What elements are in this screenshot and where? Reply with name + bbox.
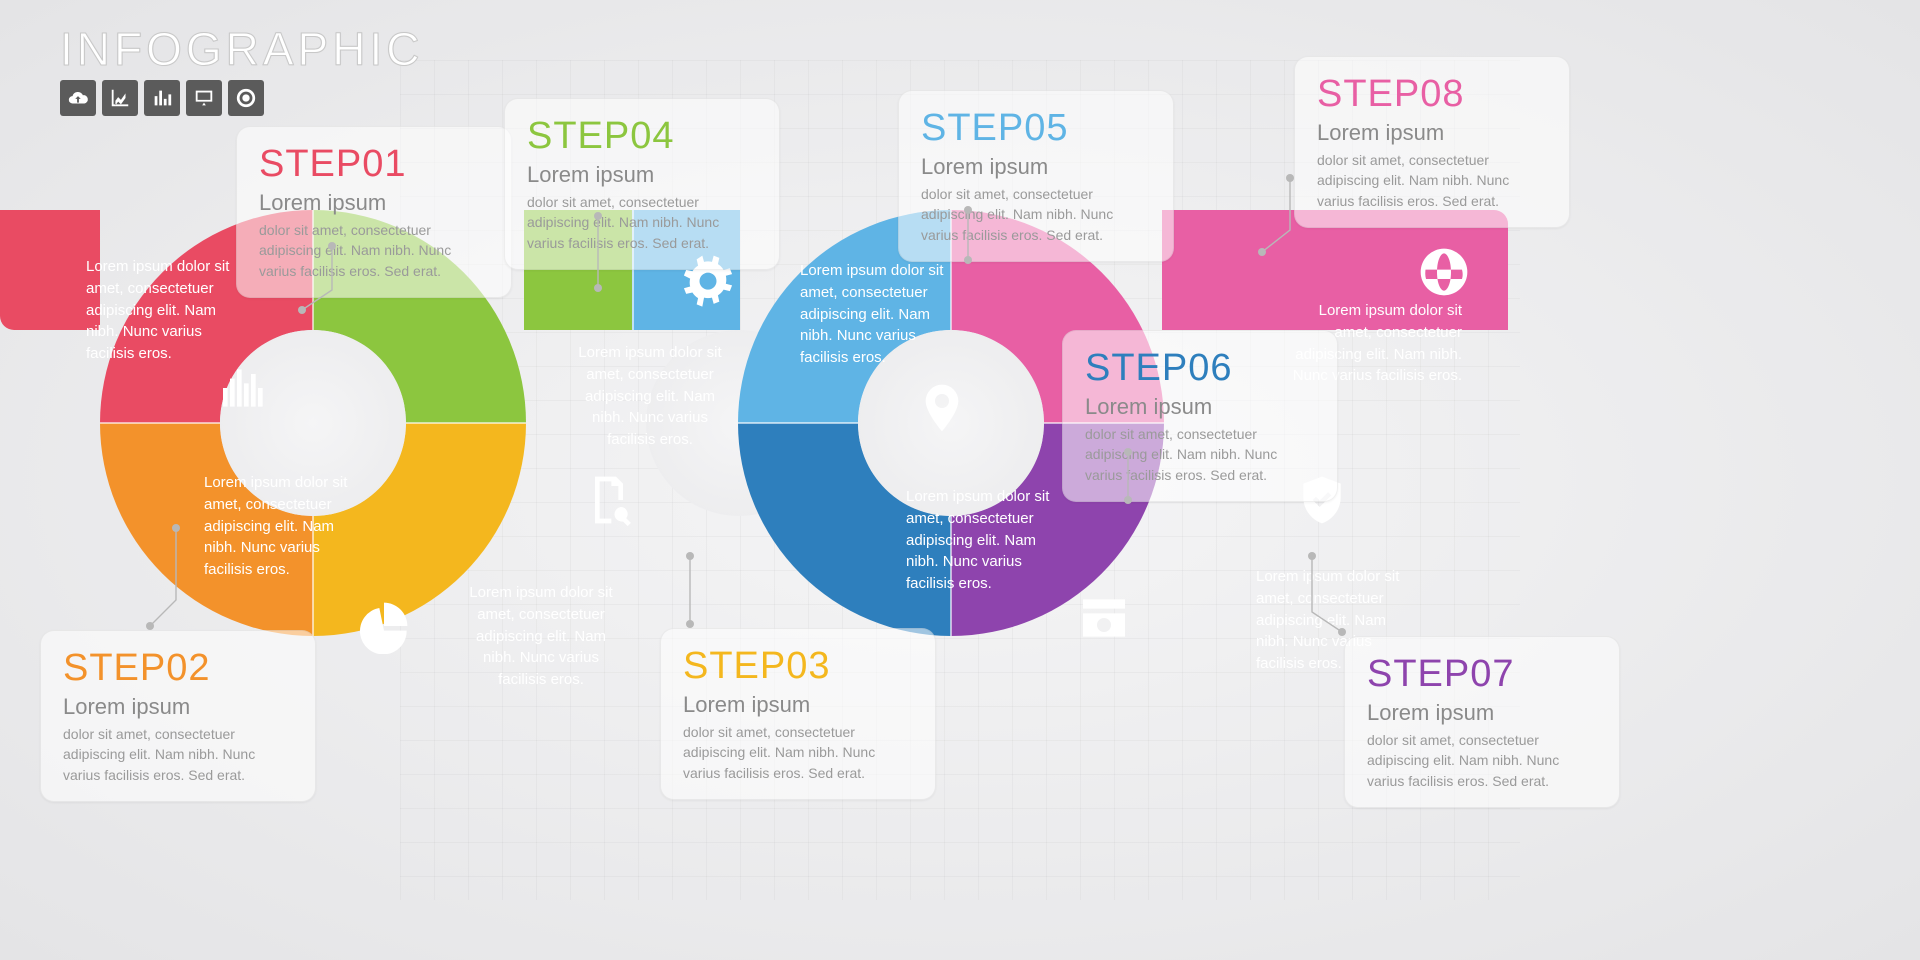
ribbon-step04: Lorem ipsum dolor sit amet, consectetuer… xyxy=(570,342,730,451)
callout-step01: STEP01 Lorem ipsum dolor sit amet, conse… xyxy=(236,126,512,298)
bar-chart-icon xyxy=(144,80,180,116)
step-label: STEP06 xyxy=(1085,347,1315,390)
ribbon-step05: Lorem ipsum dolor sit amet, consectetuer… xyxy=(800,260,960,369)
callout-step08: STEP08 Lorem ipsum dolor sit amet, conse… xyxy=(1294,56,1570,228)
callout-step05: STEP05 Lorem ipsum dolor sit amet, conse… xyxy=(898,90,1174,262)
callout-step06: STEP06 Lorem ipsum dolor sit amet, conse… xyxy=(1062,330,1338,502)
step-body: dolor sit amet, consectetuer adipiscing … xyxy=(259,220,489,281)
callout-step02: STEP02 Lorem ipsum dolor sit amet, conse… xyxy=(40,630,316,802)
ribbon-step03: Lorem ipsum dolor sit amet, consectetuer… xyxy=(466,582,616,691)
step-body: dolor sit amet, consectetuer adipiscing … xyxy=(1317,150,1547,211)
step-subtitle: Lorem ipsum xyxy=(527,162,757,188)
step-label: STEP07 xyxy=(1367,653,1597,696)
globe-icon xyxy=(1416,244,1472,300)
step-label: STEP02 xyxy=(63,647,293,690)
step-subtitle: Lorem ipsum xyxy=(259,190,489,216)
page-title: INFOGRAPHIC xyxy=(60,22,423,76)
pie-icon xyxy=(356,598,412,654)
step-body: dolor sit amet, consectetuer adipiscing … xyxy=(683,722,913,783)
cloud-upload-icon xyxy=(60,80,96,116)
doc-search-icon xyxy=(581,472,637,528)
step-label: STEP03 xyxy=(683,645,913,688)
step-subtitle: Lorem ipsum xyxy=(1085,394,1315,420)
step-body: dolor sit amet, consectetuer adipiscing … xyxy=(1367,730,1597,791)
step-subtitle: Lorem ipsum xyxy=(921,154,1151,180)
step-body: dolor sit amet, consectetuer adipiscing … xyxy=(63,724,293,785)
callout-step03: STEP03 Lorem ipsum dolor sit amet, conse… xyxy=(660,628,936,800)
step-body: dolor sit amet, consectetuer adipiscing … xyxy=(527,192,757,253)
step-label: STEP05 xyxy=(921,107,1151,150)
step-subtitle: Lorem ipsum xyxy=(683,692,913,718)
ribbon-step02: Lorem ipsum dolor sit amet, consectetuer… xyxy=(204,472,364,581)
callout-step07: STEP07 Lorem ipsum dolor sit amet, conse… xyxy=(1344,636,1620,808)
line-chart-icon xyxy=(102,80,138,116)
presentation-icon xyxy=(186,80,222,116)
ribbon-step06: Lorem ipsum dolor sit amet, consectetuer… xyxy=(906,486,1066,595)
step-subtitle: Lorem ipsum xyxy=(1367,700,1597,726)
step-subtitle: Lorem ipsum xyxy=(63,694,293,720)
step-subtitle: Lorem ipsum xyxy=(1317,120,1547,146)
step-label: STEP01 xyxy=(259,143,489,186)
browser-money-icon xyxy=(1076,590,1132,646)
pin-icon xyxy=(914,380,970,436)
bars-icon xyxy=(216,360,272,416)
step-body: dolor sit amet, consectetuer adipiscing … xyxy=(921,184,1151,245)
lead-in-segment xyxy=(0,210,100,330)
step-label: STEP08 xyxy=(1317,73,1547,116)
callout-step04: STEP04 Lorem ipsum dolor sit amet, conse… xyxy=(504,98,780,270)
ribbon-step01: Lorem ipsum dolor sit amet, consectetuer… xyxy=(86,256,236,365)
step-label: STEP04 xyxy=(527,115,757,158)
target-icon xyxy=(228,80,264,116)
step-body: dolor sit amet, consectetuer adipiscing … xyxy=(1085,424,1315,485)
header-icon-row xyxy=(60,80,264,116)
